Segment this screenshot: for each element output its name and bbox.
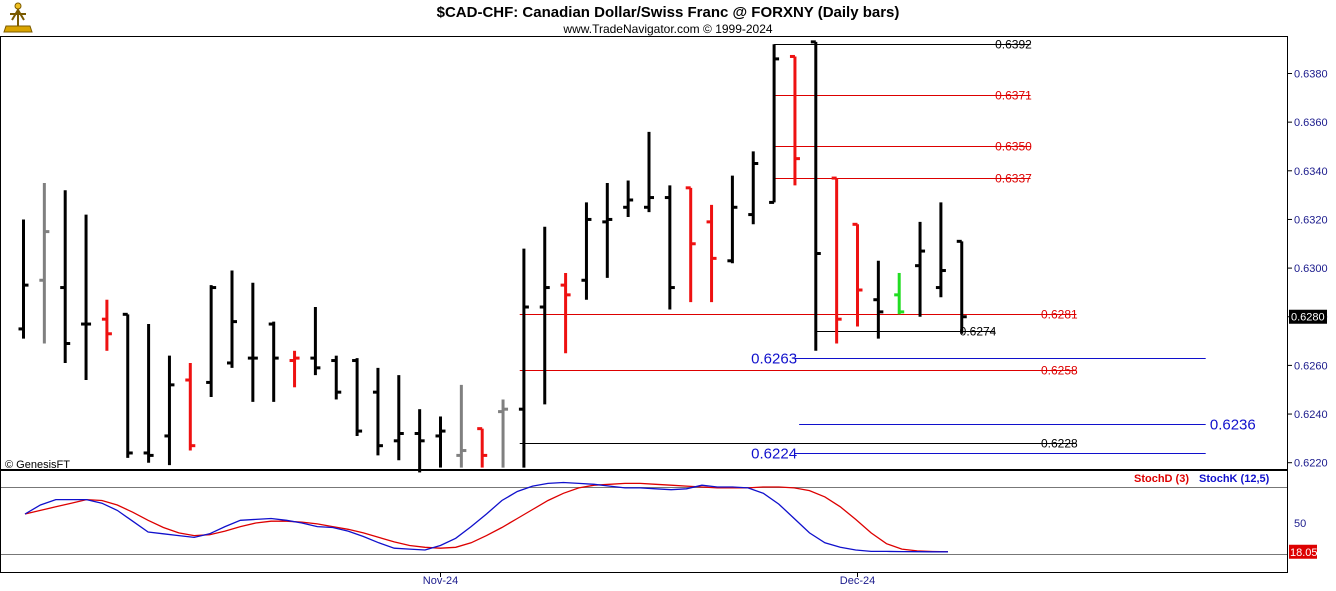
stoch-tick-label: 50 <box>1294 518 1306 530</box>
ohlc-bar <box>268 321 279 402</box>
ohlc-bar <box>206 285 217 398</box>
ohlc-bar <box>247 282 258 402</box>
ohlc-bar <box>477 427 488 468</box>
last-price-marker: 0.6280 <box>1289 309 1327 324</box>
ohlc-bar <box>560 272 571 354</box>
price-tick-label: 0.6300 <box>1294 263 1328 275</box>
level-label: 0.6350 <box>995 140 1032 154</box>
ohlc-bar <box>39 182 50 344</box>
ohlc-bar <box>602 182 613 278</box>
ohlc-bar <box>894 272 905 315</box>
ohlc-bar <box>60 190 71 363</box>
price-tick-label: 0.6240 <box>1294 409 1328 421</box>
ohlc-bar <box>664 185 675 310</box>
level-label: 0.6371 <box>995 89 1032 103</box>
legend-entry: StochK (12,5) <box>1199 473 1270 485</box>
ohlc-bar <box>18 219 29 339</box>
ohlc-bar <box>727 175 738 264</box>
price-tick-label: 0.6360 <box>1294 117 1328 129</box>
ohlc-bar <box>935 202 946 298</box>
ohlc-bar <box>81 214 92 380</box>
price-bars <box>18 40 967 473</box>
ohlc-bar <box>915 221 926 317</box>
ohlc-bar <box>310 307 321 376</box>
ohlc-bar <box>393 375 404 461</box>
ohlc-bar <box>352 358 363 436</box>
ohlc-bar <box>706 204 717 303</box>
watermark: © GenesisFT <box>5 459 70 471</box>
price-panel <box>0 36 1288 470</box>
ohlc-bar <box>498 399 509 468</box>
ohlc-bar <box>101 299 112 351</box>
stochastic-axis: 50 18.05 <box>1289 518 1318 559</box>
level-label: 0.6337 <box>995 172 1032 186</box>
ohlc-bar <box>227 270 237 368</box>
ohlc-bar <box>623 180 634 218</box>
stochastic-lines <box>1 481 1287 555</box>
level-label: 0.6274 <box>960 325 997 339</box>
ohlc-bar <box>685 186 696 303</box>
level-label: 0.6224 <box>751 446 797 463</box>
stoch-last-label: 18.05 <box>1290 547 1318 559</box>
logo-icon <box>3 2 33 33</box>
ohlc-bar <box>831 176 842 344</box>
chart-subtitle: www.TradeNavigator.com © 1999-2024 <box>562 22 772 36</box>
level-label: 0.6228 <box>1041 437 1078 451</box>
ohlc-bar <box>581 202 592 300</box>
level-label: 0.6263 <box>751 351 797 368</box>
ohlc-bar <box>414 409 425 473</box>
stoch-series-line <box>24 481 948 553</box>
stochastic-legend: StochD (3) StochK (12,5) <box>1134 473 1270 485</box>
stochastic-panel <box>0 470 1288 573</box>
ohlc-bar <box>456 384 467 468</box>
ohlc-bar <box>372 367 383 456</box>
ohlc-bar <box>331 355 342 400</box>
ohlc-bar <box>518 248 529 468</box>
chart-title: $CAD-CHF: Canadian Dollar/Swiss Franc @ … <box>437 4 900 21</box>
last-price-box <box>1289 309 1327 324</box>
price-axis: 0.6220 0.6240 0.6260 0.6280 0.6300 0.6320 0.63… <box>1287 68 1328 470</box>
price-tick-label: 0.6260 <box>1294 360 1328 372</box>
price-tick-label: 0.6380 <box>1294 68 1328 80</box>
ohlc-bar <box>852 222 863 327</box>
ohlc-bar <box>122 312 133 458</box>
ohlc-bar <box>164 355 175 466</box>
ohlc-bar <box>185 362 196 451</box>
level-label: 0.6258 <box>1041 364 1078 378</box>
ohlc-bar <box>769 44 780 204</box>
price-tick-label: 0.6320 <box>1294 214 1328 226</box>
ohlc-bar <box>289 350 300 388</box>
ohlc-bar <box>956 239 967 334</box>
date-axis: Nov-24 Dec-24 <box>423 573 875 587</box>
price-tick-label: 0.6340 <box>1294 166 1328 178</box>
price-tick-label: 0.6220 <box>1294 458 1328 470</box>
date-tick-label: Nov-24 <box>423 575 458 587</box>
ohlc-bar <box>873 260 884 339</box>
ohlc-bar <box>435 416 446 468</box>
ohlc-bar <box>748 151 759 225</box>
ohlc-bar <box>143 324 154 463</box>
level-label: 0.6236 <box>1210 417 1256 434</box>
ohlc-bar <box>644 131 654 213</box>
fib-levels: 0.6392 0.6371 0.6350 0.6337 0.6281 0.6274 0.62… <box>519 38 1256 463</box>
ohlc-bar <box>789 54 800 186</box>
level-label: 0.6392 <box>995 38 1032 52</box>
legend-entry: StochD (3) <box>1134 473 1189 485</box>
stoch-series-line <box>24 482 949 553</box>
ohlc-bar <box>810 40 821 351</box>
last-price-label: 0.6280 <box>1291 312 1325 324</box>
stoch-last-box <box>1289 544 1317 559</box>
date-tick-label: Dec-24 <box>840 575 875 587</box>
ohlc-bar <box>539 226 550 405</box>
level-label: 0.6281 <box>1041 308 1078 322</box>
